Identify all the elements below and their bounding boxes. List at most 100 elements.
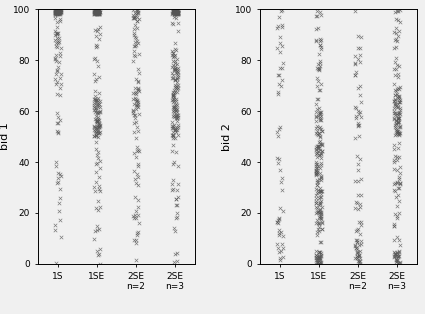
Point [279,78,286,83]
Point [91,10,97,15]
Point [53,30,60,35]
Point [94,7,101,12]
Point [318,251,325,256]
Point [170,9,176,14]
Point [316,259,323,264]
Point [56,9,62,14]
Point [314,128,321,133]
Point [313,252,320,257]
Point [315,67,322,72]
Point [318,148,325,153]
Point [94,118,100,123]
Point [54,121,60,126]
Point [133,106,139,111]
Point [169,59,176,64]
Point [173,251,180,256]
Point [394,157,400,162]
Point [55,8,62,13]
Point [315,222,322,227]
Point [392,73,399,78]
Point [174,70,181,75]
Point [132,53,139,58]
Point [393,179,400,184]
Point [354,246,360,251]
Point [317,162,324,167]
Point [96,124,102,129]
Point [94,27,101,32]
Point [351,8,358,13]
Point [396,64,403,69]
Point [52,11,59,16]
Point [133,96,139,101]
Point [317,45,324,50]
Point [134,99,141,104]
Point [94,43,101,48]
Point [96,123,103,128]
Point [357,242,364,247]
Point [173,8,179,13]
Point [173,112,180,117]
Point [94,9,101,14]
Point [92,9,99,14]
Point [175,112,181,117]
Point [314,65,320,70]
Point [170,112,177,117]
Point [94,110,101,115]
Point [175,181,181,187]
Point [169,70,176,75]
Point [135,162,142,167]
Point [132,42,139,47]
Point [356,243,363,248]
Point [96,10,102,15]
Point [316,125,323,130]
Point [91,55,98,60]
Point [352,246,359,251]
Point [395,124,402,129]
Point [174,29,181,34]
Point [276,168,283,173]
Point [314,232,320,237]
Point [273,155,280,160]
Point [174,194,181,199]
Point [173,85,180,90]
Point [174,116,181,121]
Point [91,10,98,15]
Point [175,66,181,71]
Point [351,53,358,58]
Point [394,259,401,264]
Point [96,10,103,15]
Point [57,82,64,87]
Point [170,259,177,264]
Point [317,260,324,265]
Point [318,142,325,147]
Point [318,142,325,147]
Point [135,163,142,168]
Point [356,133,363,138]
Point [130,16,137,21]
Point [317,115,323,120]
Point [274,45,280,50]
Point [173,8,180,14]
Point [57,8,63,14]
Point [318,82,325,87]
Point [397,108,403,113]
Point [278,241,285,246]
Point [170,104,177,109]
Point [395,254,402,259]
Point [95,11,102,16]
Point [133,11,139,16]
Point [316,66,323,71]
Point [57,218,63,223]
Point [131,30,138,35]
Point [96,122,102,127]
Point [95,12,102,17]
Point [313,160,320,165]
Point [277,34,283,39]
Point [391,30,397,35]
Point [172,77,178,82]
Point [91,105,97,110]
Point [352,206,359,211]
Point [92,8,99,13]
Point [392,211,399,216]
Point [173,83,179,88]
